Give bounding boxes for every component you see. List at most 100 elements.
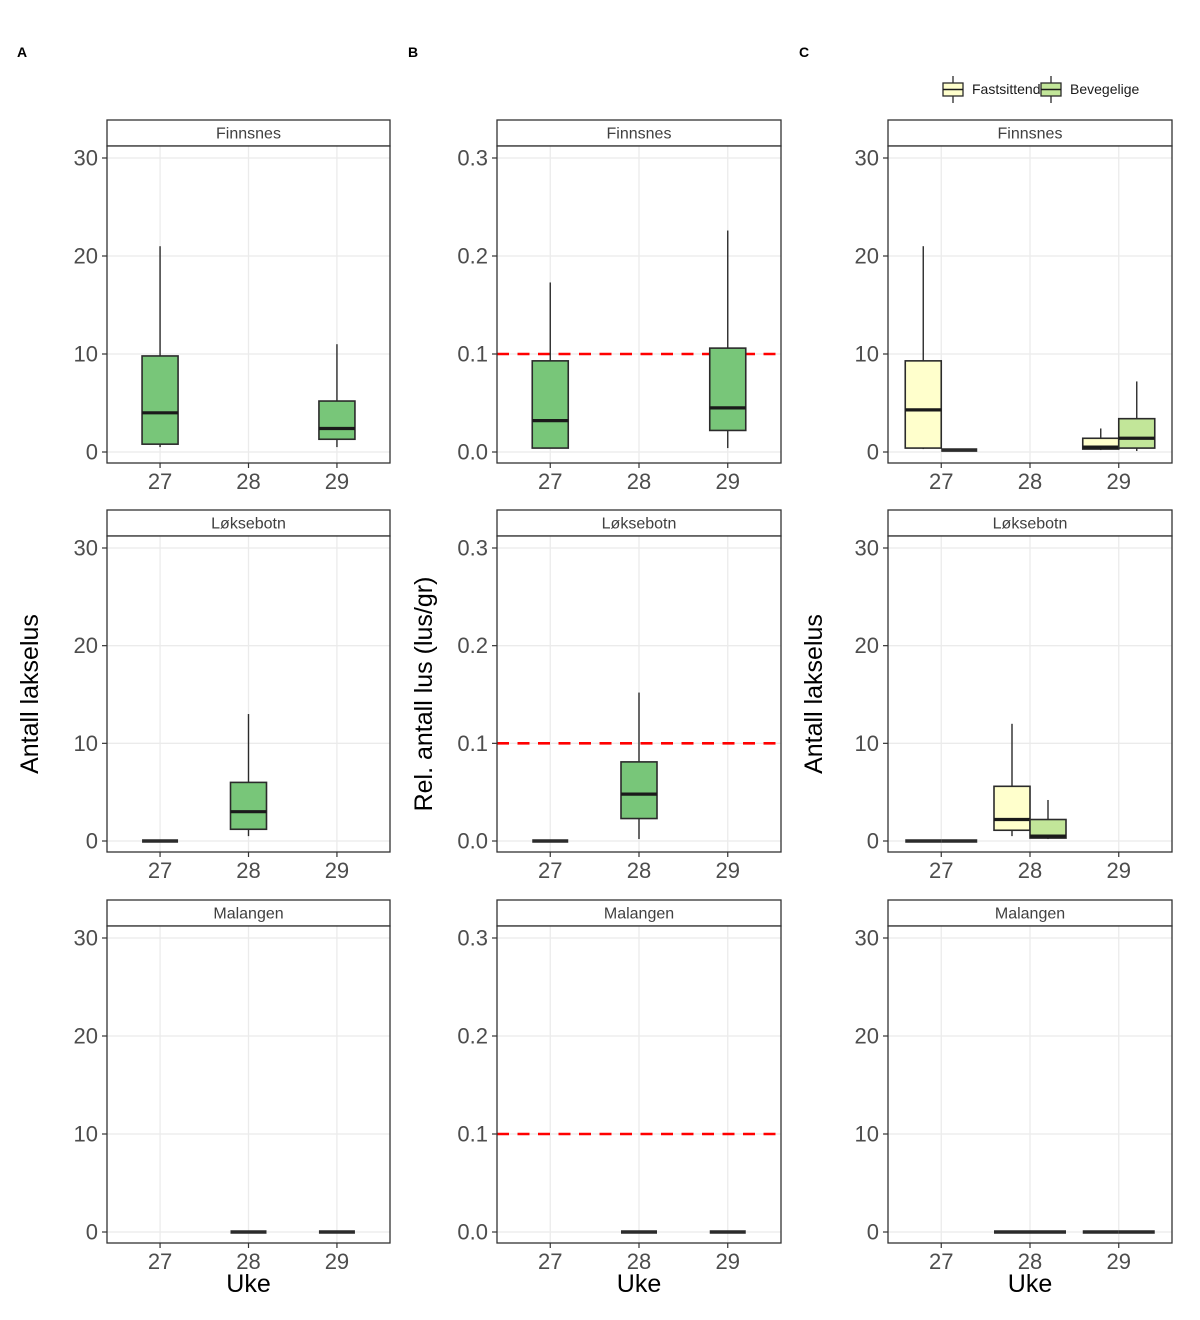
facet-strip-label: Løksebotn <box>211 516 286 533</box>
iqr-box <box>531 360 570 449</box>
y-tick-label: 0.0 <box>457 1220 488 1245</box>
panel-B-Løksebotn: Løksebotn 0.0 0.1 0.2 0.3 27 28 29 <box>457 509 782 883</box>
y-axis-title: Antall lakselus <box>16 614 44 774</box>
x-tick-label: 28 <box>627 469 651 494</box>
x-tick-label: 27 <box>538 1249 562 1274</box>
y-tick-label: 0 <box>867 829 879 854</box>
facet-strip-label: Løksebotn <box>993 516 1068 533</box>
boxplot-all-week-27 <box>531 282 570 449</box>
panel-B-Finnsnes: Finnsnes 0.0 0.1 0.2 0.3 27 28 29 <box>457 119 782 494</box>
x-tick-label: 28 <box>1018 469 1042 494</box>
boxplot-Fastsittende-week-27 <box>904 246 943 450</box>
y-tick-label: 10 <box>855 1122 879 1147</box>
y-tick-label: 0.1 <box>457 731 488 756</box>
boxplot-all-week-29 <box>318 344 356 448</box>
iqr-box <box>1029 818 1067 839</box>
x-axis-title: Uke <box>226 1270 270 1298</box>
x-tick-label: 29 <box>1107 469 1131 494</box>
x-tick-label: 29 <box>325 1249 349 1274</box>
x-tick-label: 27 <box>538 858 562 883</box>
facet-strip-label: Løksebotn <box>602 516 677 533</box>
x-tick-label: 28 <box>1018 1249 1042 1274</box>
x-tick-label: 27 <box>538 469 562 494</box>
y-tick-label: 30 <box>855 536 879 561</box>
iqr-box <box>1117 417 1156 449</box>
y-tick-label: 30 <box>855 146 879 171</box>
y-tick-label: 0 <box>867 1220 879 1245</box>
y-tick-label: 10 <box>855 342 879 367</box>
y-tick-label: 10 <box>74 342 98 367</box>
x-tick-label: 27 <box>148 469 172 494</box>
x-tick-label: 27 <box>929 469 953 494</box>
x-tick-label: 27 <box>929 1249 953 1274</box>
x-tick-label: 28 <box>627 858 651 883</box>
boxplot-Bevegelige-week-28 <box>1029 799 1067 840</box>
boxplot-all-week-28 <box>229 714 268 837</box>
y-tick-label: 0.0 <box>457 829 488 854</box>
y-tick-label: 0.1 <box>457 1122 488 1147</box>
x-tick-label: 28 <box>627 1249 651 1274</box>
facet-strip-label: Malangen <box>213 906 283 923</box>
y-tick-label: 30 <box>74 146 98 171</box>
x-tick-label: 29 <box>325 858 349 883</box>
facet-strip <box>887 899 1173 927</box>
panel-A-Malangen: Malangen 0 10 20 30 27 28 29 <box>74 899 391 1274</box>
panel-C-Malangen: Malangen 0 10 20 30 27 28 29 <box>855 899 1173 1274</box>
x-tick-label: 28 <box>236 1249 260 1274</box>
iqr-box <box>708 347 747 432</box>
y-tick-label: 0 <box>86 440 98 465</box>
legend-label: Fastsittende <box>972 81 1048 97</box>
boxplot-all-week-29 <box>708 230 747 449</box>
x-tick-label: 27 <box>148 1249 172 1274</box>
panel-C-Finnsnes: Finnsnes 0 10 20 30 27 28 29 <box>855 119 1173 494</box>
y-tick-label: 0 <box>86 1220 98 1245</box>
panel-B-Malangen: Malangen 0.0 0.1 0.2 0.3 27 28 29 <box>457 899 782 1274</box>
x-axis-title: Uke <box>617 1270 661 1298</box>
facet-strip <box>887 509 1173 537</box>
boxplot-Bevegelige-week-29 <box>1117 381 1156 452</box>
y-tick-label: 0.2 <box>457 244 488 269</box>
x-tick-label: 29 <box>1107 1249 1131 1274</box>
iqr-box <box>141 355 179 445</box>
y-tick-label: 0 <box>86 829 98 854</box>
iqr-box <box>229 781 268 831</box>
iqr-box <box>904 360 943 449</box>
facet-strip <box>496 509 782 537</box>
facet-strip <box>496 899 782 927</box>
y-tick-label: 10 <box>74 1122 98 1147</box>
y-tick-label: 20 <box>855 1024 879 1049</box>
x-tick-label: 29 <box>1107 858 1131 883</box>
facet-strip <box>496 119 782 147</box>
boxplot-all-week-27 <box>141 246 179 448</box>
y-tick-label: 20 <box>74 1024 98 1049</box>
x-tick-label: 29 <box>716 469 740 494</box>
y-tick-label: 0.0 <box>457 440 488 465</box>
x-tick-label: 29 <box>325 469 349 494</box>
y-tick-label: 10 <box>74 731 98 756</box>
y-tick-label: 20 <box>855 244 879 269</box>
legend-label: Bevegelige <box>1070 81 1139 97</box>
panel-label-c: C <box>799 44 810 60</box>
facet-strip-label: Malangen <box>995 906 1065 923</box>
y-tick-label: 20 <box>74 244 98 269</box>
y-tick-label: 0.3 <box>457 926 488 951</box>
iqr-box <box>993 785 1031 832</box>
facet-strip-label: Malangen <box>604 906 674 923</box>
y-tick-label: 20 <box>855 633 879 658</box>
iqr-box <box>620 761 658 820</box>
x-tick-label: 28 <box>1018 858 1042 883</box>
y-tick-label: 0.2 <box>457 1024 488 1049</box>
facet-strip-label: Finnsnes <box>998 126 1063 143</box>
boxplot-all-week-28 <box>620 692 658 840</box>
panel-label-b: B <box>408 44 419 60</box>
x-tick-label: 27 <box>929 858 953 883</box>
y-tick-label: 0.3 <box>457 146 488 171</box>
x-tick-label: 28 <box>236 858 260 883</box>
y-tick-label: 30 <box>855 926 879 951</box>
facet-strip <box>106 119 391 147</box>
boxplot-Fastsittende-week-28 <box>993 723 1031 837</box>
facet-strip-label: Finnsnes <box>607 126 672 143</box>
y-axis-title: Antall lakselus <box>800 614 828 774</box>
y-tick-label: 30 <box>74 926 98 951</box>
